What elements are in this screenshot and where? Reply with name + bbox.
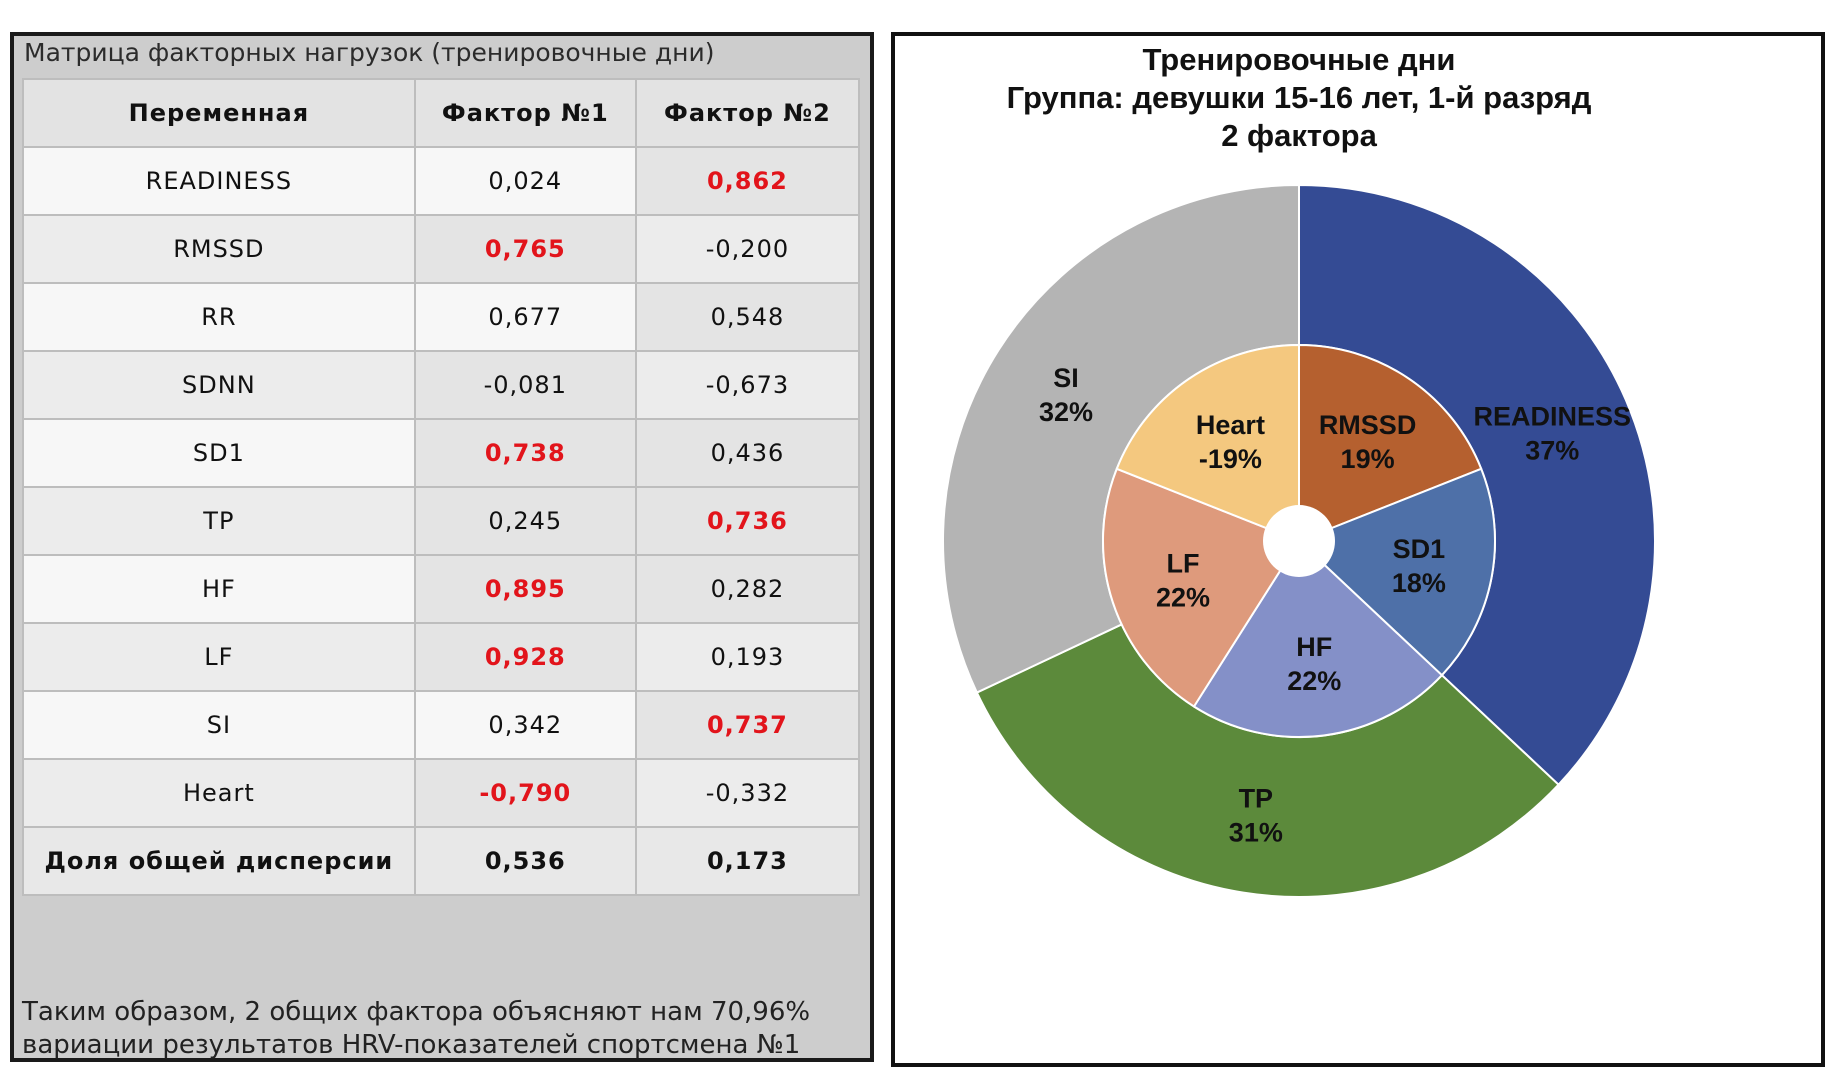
variable-cell: READINESS	[22, 146, 416, 216]
footer-line-1: Таким образом, 2 общих фактора объясняют…	[22, 997, 811, 1027]
table-row: TP 0,245 0,736	[22, 486, 861, 556]
footer-line-2: вариации результатов HRV-показателей спо…	[22, 1030, 801, 1060]
outer-value-tp: 31%	[1229, 818, 1283, 848]
factor-2-cell: -0,200	[634, 214, 861, 284]
factor-2-cell: 0,282	[634, 554, 861, 624]
factor-1-cell: 0,765	[413, 214, 637, 284]
header-variable: Переменная	[22, 78, 416, 148]
inner-label-sd1: SD1	[1393, 534, 1446, 564]
slice-labels: READINESS 37% TP 31% SI 32% RMSSD 19% SD1 18% HF 22…	[1039, 363, 1631, 847]
factor-1-cell: 0,928	[413, 622, 637, 692]
chart-title-line-1: Тренировочные дни	[1143, 42, 1456, 77]
factor-2-cell: 0,862	[634, 146, 861, 216]
table-row: LF 0,928 0,193	[22, 622, 861, 692]
header-factor-2: Фактор №2	[634, 78, 861, 148]
variable-cell: Heart	[22, 758, 416, 828]
inner-slice-heart	[1115, 343, 1300, 543]
table-row: Heart -0,790 -0,332	[22, 758, 861, 828]
variable-cell: TP	[22, 486, 416, 556]
outer-label-readiness: READINESS	[1474, 401, 1632, 431]
factor-1-cell: 0,677	[413, 282, 637, 352]
outer-label-tp: TP	[1239, 784, 1274, 814]
factor-1-cell: 0,342	[413, 690, 637, 760]
variable-cell: SI	[22, 690, 416, 760]
factor-1-cell: -0,081	[413, 350, 637, 420]
inner-slice-lf	[1102, 467, 1301, 708]
variable-cell: RR	[22, 282, 416, 352]
variable-cell: SD1	[22, 418, 416, 488]
inner-value-sd1: 18%	[1392, 568, 1446, 598]
factor-2-cell: 0,193	[634, 622, 861, 692]
variable-cell: SDNN	[22, 350, 416, 420]
factor-2-cell: 0,737	[634, 690, 861, 760]
table-header-row: Переменная Фактор №1 Фактор №2	[22, 78, 861, 148]
sunburst-chart: Тренировочные дни Группа: девушки 15-16 …	[942, 42, 1656, 898]
panel-footer: Таким образом, 2 общих фактора объясняют…	[22, 996, 810, 1062]
factor-1-cell: 0,738	[413, 418, 637, 488]
total-f2-cell: 0,173	[634, 826, 861, 896]
inner-ring	[1102, 343, 1496, 738]
chart-title-line-3: 2 фактора	[1221, 118, 1377, 153]
table-row: READINESS 0,024 0,862	[22, 146, 861, 216]
table-row: SDNN -0,081 -0,673	[22, 350, 861, 420]
inner-value-hf: 22%	[1287, 666, 1341, 696]
inner-slice-hf	[1192, 539, 1444, 738]
variable-cell: RMSSD	[22, 214, 416, 284]
chart-title-line-2: Группа: девушки 15-16 лет, 1-й разряд	[1007, 80, 1592, 115]
factor-loadings-table: Переменная Фактор №1 Фактор №2 READINESS…	[22, 78, 861, 896]
inner-label-heart: Heart	[1196, 410, 1265, 440]
factor-2-cell: -0,332	[634, 758, 861, 828]
outer-value-readiness: 37%	[1525, 435, 1579, 465]
factor-2-cell: 0,436	[634, 418, 861, 488]
panel-title: Матрица факторных нагрузок (тренировочны…	[24, 38, 715, 67]
factor-loadings-panel: Матрица факторных нагрузок (тренировочны…	[10, 32, 874, 1062]
factor-1-cell: -0,790	[413, 758, 637, 828]
table-row: RMSSD 0,765 -0,200	[22, 214, 861, 284]
outer-label-si: SI	[1053, 363, 1079, 393]
inner-label-lf: LF	[1166, 549, 1199, 579]
outer-ring	[942, 183, 1656, 898]
inner-slice-rmssd	[1298, 343, 1483, 543]
total-variance-row: Доля общей дисперсии 0,536 0,173	[22, 826, 861, 896]
factor-1-cell: 0,024	[413, 146, 637, 216]
chart-panel: Тренировочные дни Группа: девушки 15-16 …	[891, 32, 1825, 1067]
inner-value-lf: 22%	[1156, 583, 1210, 613]
variable-cell: HF	[22, 554, 416, 624]
inner-value-rmssd: 19%	[1341, 444, 1395, 474]
total-name-cell: Доля общей дисперсии	[22, 826, 416, 896]
factor-1-cell: 0,245	[413, 486, 637, 556]
table-row: SD1 0,738 0,436	[22, 418, 861, 488]
factor-2-cell: 0,548	[634, 282, 861, 352]
outer-value-si: 32%	[1039, 397, 1093, 427]
inner-value-heart: -19%	[1199, 444, 1262, 474]
variable-cell: LF	[22, 622, 416, 692]
chart-center-hole	[1263, 505, 1335, 577]
header-factor-1: Фактор №1	[413, 78, 637, 148]
factor-1-cell: 0,895	[413, 554, 637, 624]
inner-label-hf: HF	[1296, 632, 1332, 662]
factor-2-cell: -0,673	[634, 350, 861, 420]
table-row: HF 0,895 0,282	[22, 554, 861, 624]
inner-label-rmssd: RMSSD	[1319, 410, 1417, 440]
table-row: SI 0,342 0,737	[22, 690, 861, 760]
total-f1-cell: 0,536	[413, 826, 637, 896]
table-body: READINESS 0,024 0,862 RMSSD 0,765 -0,200 RR 0,6…	[22, 146, 861, 896]
factor-2-cell: 0,736	[634, 486, 861, 556]
table-row: RR 0,677 0,548	[22, 282, 861, 352]
inner-slice-sd1	[1297, 467, 1496, 677]
